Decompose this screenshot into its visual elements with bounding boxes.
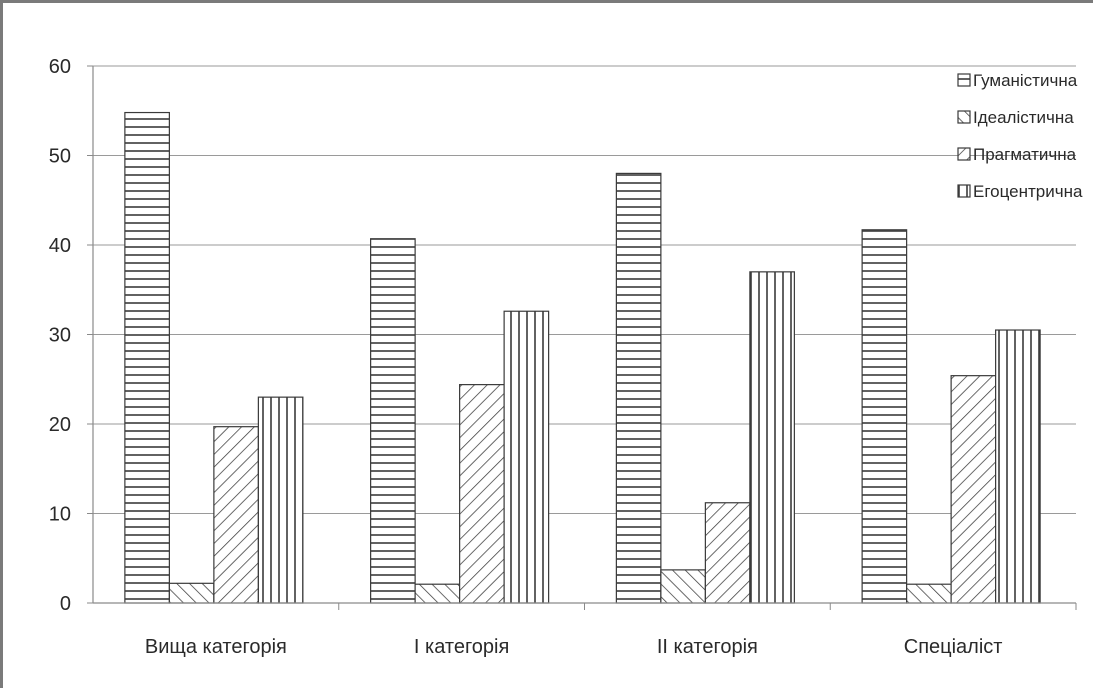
- bar-гуманістична-1: [124, 111, 170, 604]
- bar-прагматична-3: [704, 502, 751, 604]
- y-tick-label: 10: [49, 504, 71, 526]
- legend: Гуманістична Ідеалістична Прагматична Егоце…: [957, 71, 1083, 201]
- legend-swatch-гуманістична: [957, 73, 971, 87]
- bar-ідеалістична-4: [906, 583, 952, 604]
- y-tick-label: 40: [49, 235, 71, 257]
- y-tick-label: 60: [49, 56, 71, 78]
- legend-swatch-егоцентрична: [957, 184, 971, 198]
- bar-ідеалістична-1: [168, 582, 215, 604]
- legend-swatch-ідеалістична: [957, 110, 971, 124]
- bar-егоцентрична-1: [257, 396, 304, 604]
- x-category-label: Вища категорія: [145, 636, 287, 658]
- bar-chart: 0 10 20 30 40 50 60 Вища категорія І категорія ІІ…: [49, 56, 1083, 658]
- y-tick-label: 0: [60, 593, 71, 615]
- x-category-label: Спеціаліст: [904, 636, 1003, 658]
- bar-гуманістична-2: [370, 238, 416, 604]
- bar-егоцентрична-3: [749, 271, 795, 604]
- gridlines: [93, 65, 1076, 514]
- bar-гуманістична-3: [615, 172, 662, 604]
- legend-label: Гуманістична: [973, 71, 1078, 90]
- bar-егоцентрична-2: [503, 310, 550, 604]
- axes: 0 10 20 30 40 50 60 Вища категорія І категорія ІІ…: [49, 56, 1077, 658]
- y-tick-label: 50: [49, 146, 71, 168]
- x-category-label: І категорія: [414, 636, 509, 658]
- bar-прагматична-1: [213, 426, 259, 604]
- legend-label: Прагматична: [973, 145, 1077, 164]
- bars: [124, 111, 1041, 604]
- y-tick-label: 30: [49, 325, 71, 347]
- legend-label: Ідеалістична: [973, 108, 1074, 127]
- bar-ідеалістична-2: [414, 583, 461, 604]
- bar-егоцентрична-4: [995, 329, 1041, 604]
- bar-гуманістична-4: [861, 229, 908, 604]
- legend-label: Егоцентрична: [973, 182, 1083, 201]
- legend-swatch-прагматична: [957, 147, 971, 161]
- y-tick-label: 20: [49, 414, 71, 436]
- bar-ідеалістична-3: [660, 569, 706, 604]
- bar-прагматична-2: [459, 384, 505, 604]
- bar-прагматична-4: [950, 375, 997, 604]
- x-category-label: ІІ категорія: [657, 636, 758, 658]
